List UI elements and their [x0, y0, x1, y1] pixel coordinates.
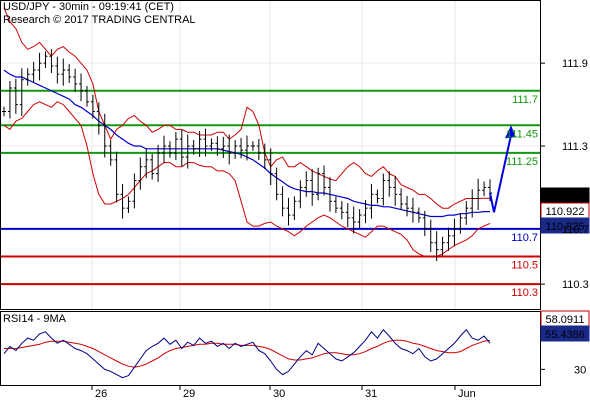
ma-price-label: 110.825 [546, 221, 585, 233]
level-label-111-45: 111.45 [506, 128, 538, 140]
level-label-110-7: 110.7 [511, 232, 538, 244]
level-labels: 111.7 111.45 111.25 110.7 110.5 110.3 [506, 94, 538, 299]
price-candles [2, 49, 492, 262]
bollinger-upper [3, 7, 490, 209]
rsi-value-label: 55.4386 [545, 329, 585, 341]
forecast-leg [489, 192, 495, 213]
x-tick-29: 29 [183, 388, 195, 400]
grid-layer [1, 1, 545, 390]
price-panel-frame [0, 0, 541, 310]
level-label-110-3: 110.3 [511, 287, 538, 299]
rsi-box-rsi [540, 325, 590, 342]
x-tick-30: 30 [273, 388, 285, 400]
y-tick-110-3: 110.3 [562, 279, 589, 291]
rsi-ma-value-label: 58.0911 [546, 314, 585, 326]
rsi-panel-frame [0, 311, 541, 386]
x-tick-26: 26 [95, 388, 107, 400]
level-label-111-25: 111.25 [506, 156, 538, 168]
level-label-110-5: 110.5 [511, 260, 538, 272]
rsi-tick-30: 30 [574, 364, 586, 376]
x-tick-jun: Jun [458, 388, 476, 400]
chart-title: USD/JPY - 30min - 09:19:41 (CET) [3, 1, 174, 13]
y-tick-111-3: 111.3 [562, 141, 588, 153]
bollinger-price-label: 110.922 [546, 206, 585, 218]
x-tick-31: 31 [365, 388, 377, 400]
price-boxes: 110.957 110.922 110.825 58.0911 55.4386 [540, 187, 590, 342]
last-price-label: 110.957 [546, 191, 585, 203]
forecast-line [493, 135, 512, 213]
rsi-line [3, 328, 491, 379]
y-tick-111-9: 111.9 [562, 58, 588, 70]
level-label-111-7: 111.7 [512, 94, 538, 106]
x-axis-ticks: 26 29 30 31 Jun [95, 388, 476, 400]
y-tick-110-7: 110.7 [562, 224, 589, 236]
forecast-arrowhead [505, 125, 516, 139]
rsi-panel-label: RSI14 - 9MA [3, 313, 66, 325]
bollinger-bands [3, 7, 491, 257]
y-axis-ticks: 111.9 111.3 110.7 110.3 30 [562, 58, 589, 376]
forecast-arrow [489, 125, 516, 213]
bollinger-lower [3, 101, 491, 257]
chart-subtitle: Research © 2017 TRADING CENTRAL [3, 14, 196, 26]
rsi-ma-line [4, 339, 491, 368]
price-box-ma [540, 217, 590, 234]
rsi-lines [3, 328, 491, 379]
